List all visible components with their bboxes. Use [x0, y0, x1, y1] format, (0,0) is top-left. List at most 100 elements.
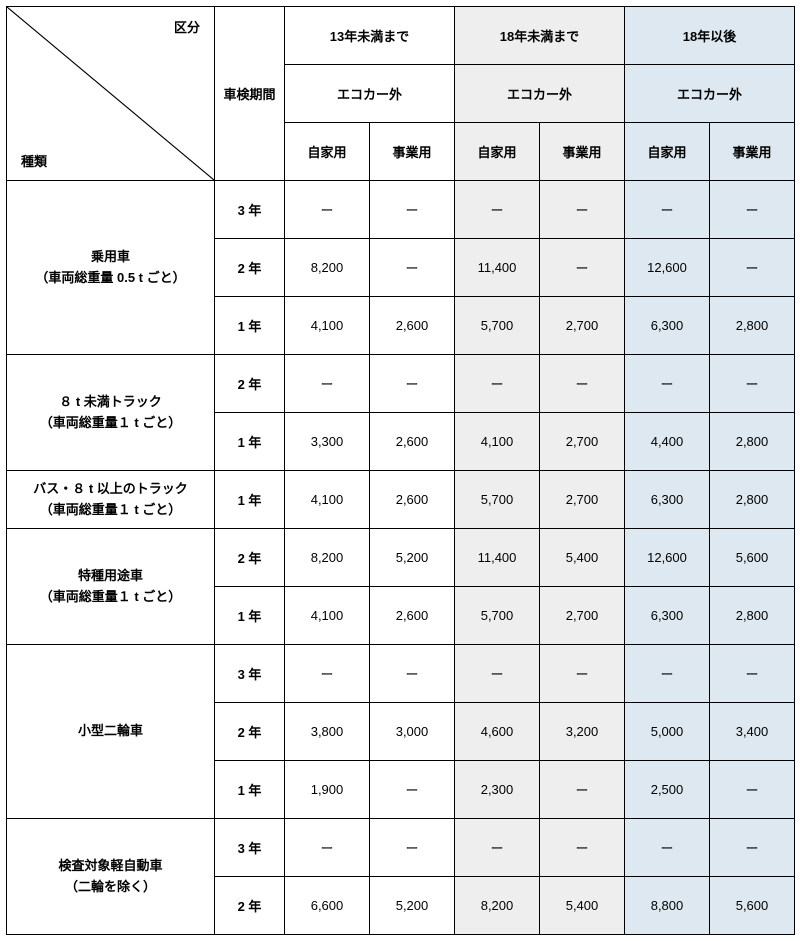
- use-header: 自家用: [285, 123, 370, 181]
- header-top-label: 区分: [174, 17, 200, 36]
- value-cell: 8,800: [625, 877, 710, 935]
- value-cell: ー: [710, 819, 795, 877]
- value-cell: ー: [285, 181, 370, 239]
- period-cell: 1 年: [215, 471, 285, 529]
- diagonal-header: 区分種類: [7, 7, 215, 181]
- category-name: 乗用車（車両総重量 0.5 t ごと）: [7, 181, 215, 355]
- value-cell: 8,200: [285, 529, 370, 587]
- value-cell: ー: [710, 181, 795, 239]
- period-cell: 1 年: [215, 413, 285, 471]
- value-cell: ー: [625, 355, 710, 413]
- header-bottom-label: 種類: [21, 151, 47, 170]
- value-cell: 8,200: [285, 239, 370, 297]
- value-cell: 2,300: [455, 761, 540, 819]
- value-cell: ー: [285, 645, 370, 703]
- period-cell: 2 年: [215, 877, 285, 935]
- value-cell: 5,600: [710, 877, 795, 935]
- value-cell: 5,400: [540, 529, 625, 587]
- value-cell: 2,600: [370, 297, 455, 355]
- value-cell: 11,400: [455, 239, 540, 297]
- period-cell: 3 年: [215, 645, 285, 703]
- value-cell: ー: [455, 645, 540, 703]
- period-cell: 3 年: [215, 181, 285, 239]
- value-cell: 6,300: [625, 297, 710, 355]
- value-cell: 4,100: [285, 471, 370, 529]
- value-cell: ー: [540, 645, 625, 703]
- value-cell: 5,600: [710, 529, 795, 587]
- use-header: 自家用: [455, 123, 540, 181]
- value-cell: 4,100: [455, 413, 540, 471]
- value-cell: 5,700: [455, 297, 540, 355]
- value-cell: ー: [370, 819, 455, 877]
- value-cell: ー: [455, 355, 540, 413]
- tax-table: 区分種類車検期間13年未満まで18年未満まで18年以後エコカー外エコカー外エコカ…: [6, 6, 795, 935]
- value-cell: 3,800: [285, 703, 370, 761]
- value-cell: 3,400: [710, 703, 795, 761]
- value-cell: 5,700: [455, 587, 540, 645]
- category-name: 小型二輪車: [7, 645, 215, 819]
- value-cell: ー: [370, 645, 455, 703]
- value-cell: ー: [370, 181, 455, 239]
- value-cell: 4,100: [285, 587, 370, 645]
- value-cell: ー: [540, 761, 625, 819]
- value-cell: ー: [710, 239, 795, 297]
- use-header: 事業用: [710, 123, 795, 181]
- value-cell: 2,700: [540, 413, 625, 471]
- period-cell: 1 年: [215, 297, 285, 355]
- value-cell: ー: [370, 355, 455, 413]
- period-cell: 2 年: [215, 355, 285, 413]
- value-cell: 3,300: [285, 413, 370, 471]
- value-cell: 1,900: [285, 761, 370, 819]
- period-cell: 2 年: [215, 703, 285, 761]
- value-cell: 12,600: [625, 529, 710, 587]
- value-cell: 5,200: [370, 877, 455, 935]
- eco-header: エコカー外: [455, 65, 625, 123]
- value-cell: 8,200: [455, 877, 540, 935]
- value-cell: ー: [625, 181, 710, 239]
- value-cell: 2,700: [540, 587, 625, 645]
- value-cell: ー: [540, 355, 625, 413]
- period-cell: 3 年: [215, 819, 285, 877]
- value-cell: 11,400: [455, 529, 540, 587]
- value-cell: 2,800: [710, 413, 795, 471]
- use-header: 自家用: [625, 123, 710, 181]
- category-name: バス・８ t 以上のトラック（車両総重量１ t ごと）: [7, 471, 215, 529]
- value-cell: 12,600: [625, 239, 710, 297]
- period-cell: 1 年: [215, 587, 285, 645]
- value-cell: 4,400: [625, 413, 710, 471]
- value-cell: ー: [710, 645, 795, 703]
- value-cell: ー: [540, 181, 625, 239]
- value-cell: 3,000: [370, 703, 455, 761]
- age-group-header: 13年未満まで: [285, 7, 455, 65]
- value-cell: 4,100: [285, 297, 370, 355]
- value-cell: ー: [455, 181, 540, 239]
- value-cell: 2,500: [625, 761, 710, 819]
- value-cell: 4,600: [455, 703, 540, 761]
- value-cell: 2,600: [370, 587, 455, 645]
- value-cell: 6,300: [625, 471, 710, 529]
- value-cell: 2,700: [540, 471, 625, 529]
- value-cell: ー: [285, 819, 370, 877]
- period-header: 車検期間: [215, 7, 285, 181]
- period-cell: 1 年: [215, 761, 285, 819]
- use-header: 事業用: [370, 123, 455, 181]
- value-cell: 5,200: [370, 529, 455, 587]
- value-cell: ー: [625, 645, 710, 703]
- value-cell: ー: [710, 355, 795, 413]
- age-group-header: 18年未満まで: [455, 7, 625, 65]
- value-cell: 6,600: [285, 877, 370, 935]
- category-name: 検査対象軽自動車（二輪を除く）: [7, 819, 215, 935]
- value-cell: 5,400: [540, 877, 625, 935]
- value-cell: ー: [540, 819, 625, 877]
- value-cell: ー: [285, 355, 370, 413]
- value-cell: 2,800: [710, 297, 795, 355]
- period-cell: 2 年: [215, 239, 285, 297]
- period-cell: 2 年: [215, 529, 285, 587]
- value-cell: ー: [370, 239, 455, 297]
- value-cell: 2,800: [710, 587, 795, 645]
- value-cell: 5,700: [455, 471, 540, 529]
- value-cell: 2,800: [710, 471, 795, 529]
- value-cell: ー: [455, 819, 540, 877]
- category-name: 特種用途車（車両総重量１ t ごと）: [7, 529, 215, 645]
- value-cell: 6,300: [625, 587, 710, 645]
